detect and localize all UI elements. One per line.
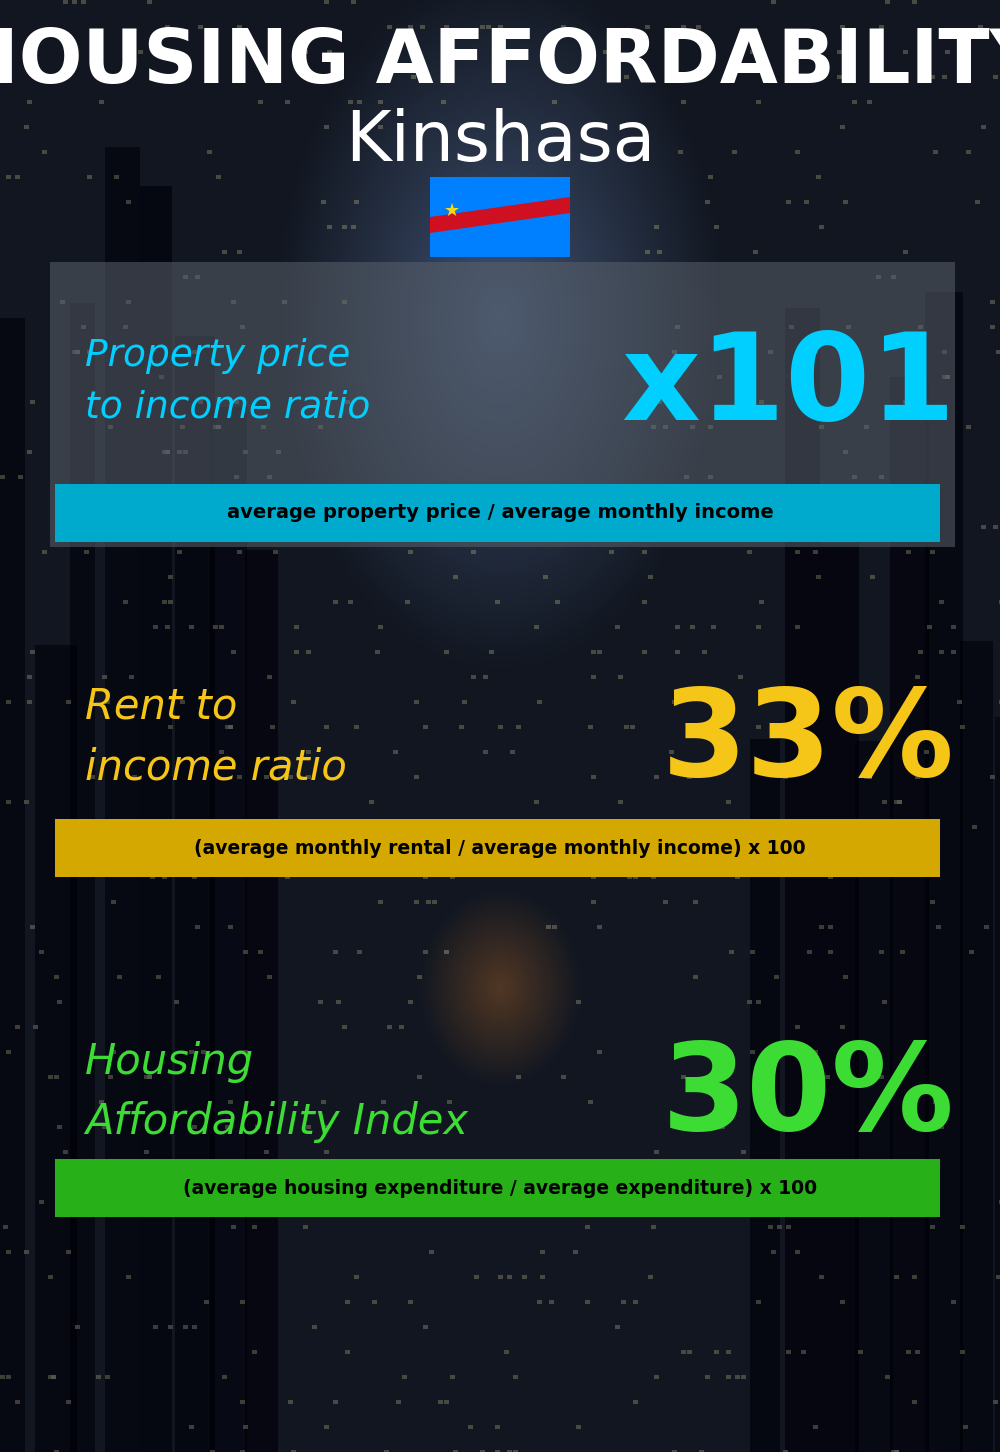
Text: HOUSING AFFORDABILITY: HOUSING AFFORDABILITY bbox=[0, 26, 1000, 99]
Polygon shape bbox=[430, 197, 570, 232]
FancyBboxPatch shape bbox=[55, 819, 940, 877]
Text: (average housing expenditure / average expenditure) x 100: (average housing expenditure / average e… bbox=[183, 1179, 817, 1198]
Text: Property price
to income ratio: Property price to income ratio bbox=[85, 338, 370, 425]
Text: 33%: 33% bbox=[662, 684, 955, 800]
Text: ★: ★ bbox=[444, 202, 460, 221]
FancyBboxPatch shape bbox=[55, 484, 940, 542]
Text: Kinshasa: Kinshasa bbox=[345, 109, 655, 176]
Text: average property price / average monthly income: average property price / average monthly… bbox=[227, 504, 773, 523]
FancyBboxPatch shape bbox=[50, 261, 955, 547]
Text: x101: x101 bbox=[621, 328, 955, 446]
Text: 30%: 30% bbox=[662, 1038, 955, 1156]
FancyBboxPatch shape bbox=[430, 177, 570, 257]
Text: (average monthly rental / average monthly income) x 100: (average monthly rental / average monthl… bbox=[194, 838, 806, 858]
FancyBboxPatch shape bbox=[55, 1159, 940, 1217]
Text: Rent to
income ratio: Rent to income ratio bbox=[85, 685, 347, 788]
Text: Housing
Affordability Index: Housing Affordability Index bbox=[85, 1041, 468, 1143]
